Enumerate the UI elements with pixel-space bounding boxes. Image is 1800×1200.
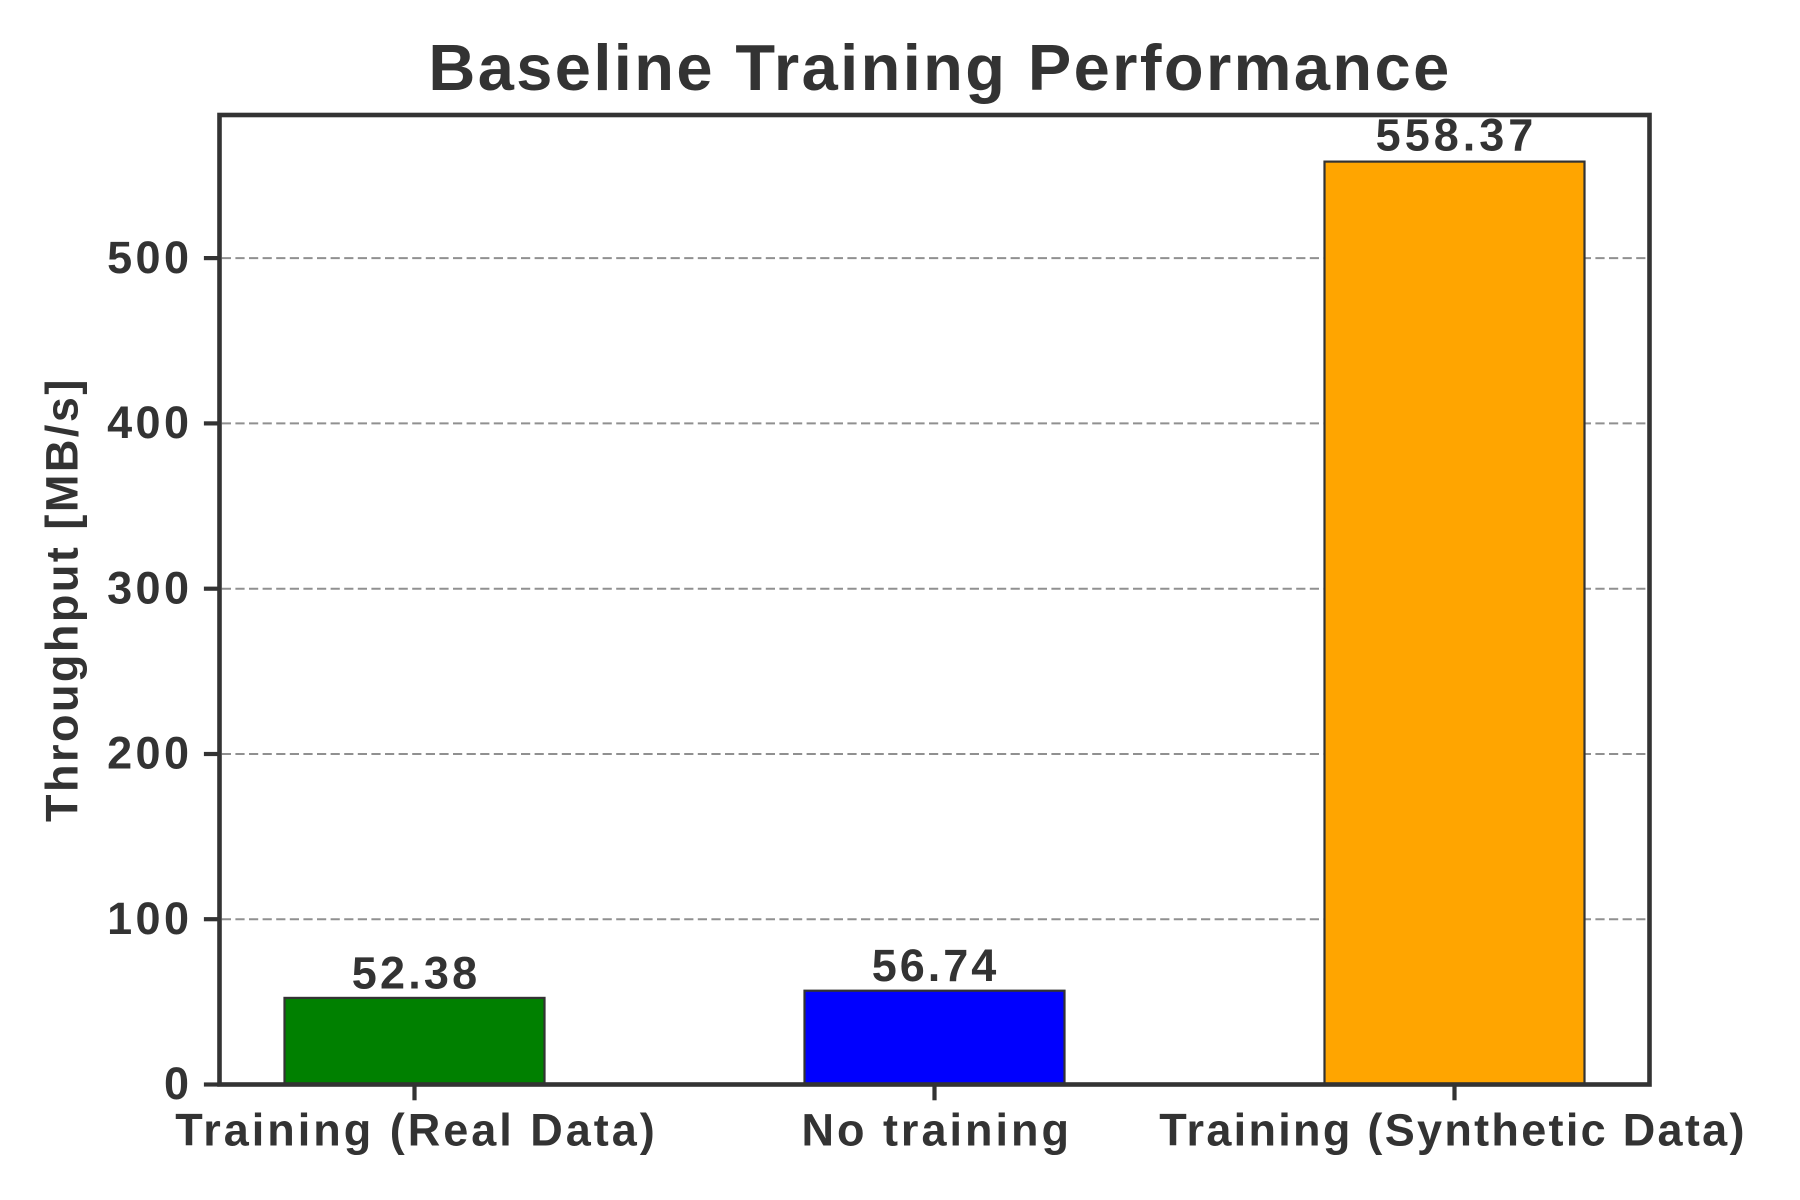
svg-text:400: 400 <box>107 397 192 448</box>
svg-text:200: 200 <box>107 728 192 779</box>
svg-text:100: 100 <box>107 893 192 944</box>
svg-text:Baseline Training Performance: Baseline Training Performance <box>428 31 1451 104</box>
svg-text:0: 0 <box>164 1058 192 1109</box>
svg-text:300: 300 <box>107 562 192 613</box>
svg-text:Throughput [MB/s]: Throughput [MB/s] <box>37 377 88 822</box>
svg-text:52.38: 52.38 <box>352 947 481 998</box>
svg-text:500: 500 <box>107 232 192 283</box>
svg-text:Training (Synthetic Data): Training (Synthetic Data) <box>1159 1105 1747 1156</box>
svg-text:Training (Real Data): Training (Real Data) <box>175 1105 658 1156</box>
svg-text:558.37: 558.37 <box>1376 110 1538 161</box>
svg-text:56.74: 56.74 <box>872 940 1000 991</box>
svg-text:No training: No training <box>801 1105 1071 1156</box>
